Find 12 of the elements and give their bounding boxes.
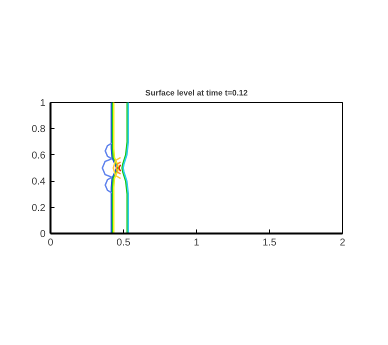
x-tick-label: 2 [340, 238, 346, 248]
x-tick-label: 1 [194, 238, 200, 248]
x-tick-label: 1.5 [262, 238, 277, 248]
y-tick-label: 0.2 [32, 202, 46, 214]
y-tick-label: 1 [40, 98, 46, 109]
y-tick-label: 0 [40, 229, 46, 240]
x-tick-label: 0.5 [116, 238, 131, 248]
chart-title: Surface level at time t=0.12 [145, 88, 248, 98]
y-tick-label: 0.6 [32, 150, 46, 162]
y-tick-label: 0.8 [32, 124, 46, 136]
x-tick-label: 0 [48, 238, 54, 248]
y-tick-label: 0.4 [32, 176, 46, 188]
